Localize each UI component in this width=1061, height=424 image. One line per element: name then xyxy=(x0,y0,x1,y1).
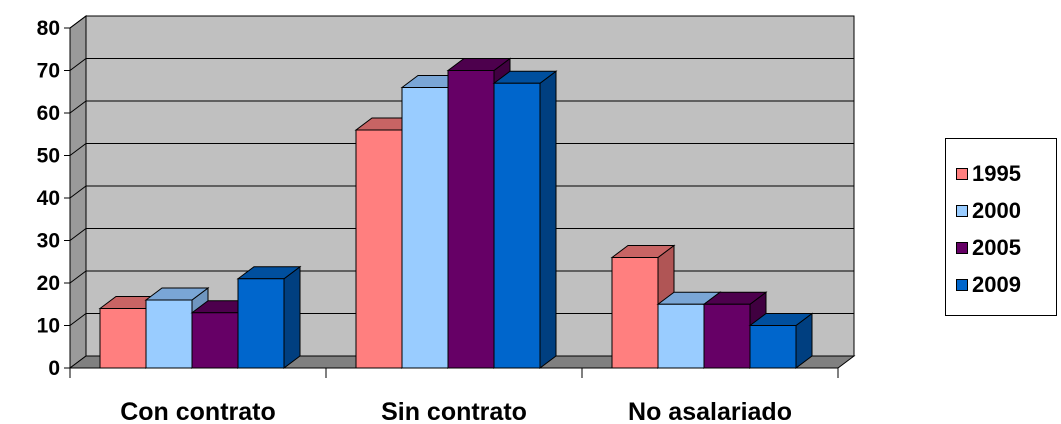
legend-label-2005: 2005 xyxy=(972,234,1021,260)
bar-front xyxy=(703,303,751,369)
bar-front xyxy=(749,325,797,369)
gridline xyxy=(69,100,854,114)
y-tick-label: 20 xyxy=(37,272,60,295)
gridline xyxy=(69,313,854,326)
bar-front xyxy=(493,82,541,369)
bar-2009-0 xyxy=(236,265,302,369)
bar-side xyxy=(539,70,557,369)
legend-label-2000: 2000 xyxy=(972,197,1021,223)
category-label: Sin contrato xyxy=(381,398,527,424)
legend-label-1995: 1995 xyxy=(972,160,1021,186)
category-label: No asalariado xyxy=(628,398,792,424)
gridline xyxy=(69,185,854,199)
legend-item-2005: 2005 xyxy=(946,229,1056,266)
y-tick-label: 40 xyxy=(37,187,60,210)
legend-swatch-2000 xyxy=(956,204,968,217)
bar-front xyxy=(611,257,659,369)
legend-swatch-2009 xyxy=(956,278,968,291)
legend-item-1995: 1995 xyxy=(946,155,1056,192)
bar-2009-2 xyxy=(748,312,814,369)
gridline xyxy=(69,270,854,284)
category-labels: Con contrato Sin contrato No asalariado xyxy=(120,398,792,424)
y-tick-label: 60 xyxy=(37,102,60,125)
y-tick-label: 70 xyxy=(37,60,60,83)
legend-label-2009: 2009 xyxy=(972,271,1021,297)
bar-front xyxy=(237,278,285,369)
bar-side xyxy=(283,265,301,369)
gridlines xyxy=(69,15,854,326)
axes xyxy=(64,27,839,378)
y-axis-ticks: 0 10 20 30 40 50 60 70 80 xyxy=(37,17,60,380)
category-label: Con contrato xyxy=(120,398,276,424)
gridline xyxy=(69,15,854,29)
legend-swatch-1995 xyxy=(956,167,968,180)
y-tick-label: 10 xyxy=(37,315,60,338)
bar-front xyxy=(401,87,449,369)
y-tick-label: 80 xyxy=(37,17,60,40)
bar-2009-1 xyxy=(492,70,558,369)
bar-front xyxy=(191,312,239,369)
y-tick-label: 30 xyxy=(37,230,60,253)
legend-swatch-2005 xyxy=(956,241,968,254)
legend-item-2000: 2000 xyxy=(946,192,1056,229)
gridline xyxy=(69,143,854,156)
legend-item-2009: 2009 xyxy=(946,266,1056,303)
gridline xyxy=(69,228,854,241)
bar-front xyxy=(355,129,403,369)
bar-front xyxy=(99,308,147,369)
bar-front xyxy=(145,299,193,369)
y-tick-label: 0 xyxy=(48,357,60,380)
y-tick-label: 50 xyxy=(37,145,60,168)
bars xyxy=(98,57,814,369)
gridline xyxy=(69,58,854,71)
legend: 1995 2000 2005 2009 xyxy=(945,138,1057,316)
bar-front xyxy=(657,303,705,369)
bar-front xyxy=(447,70,495,369)
